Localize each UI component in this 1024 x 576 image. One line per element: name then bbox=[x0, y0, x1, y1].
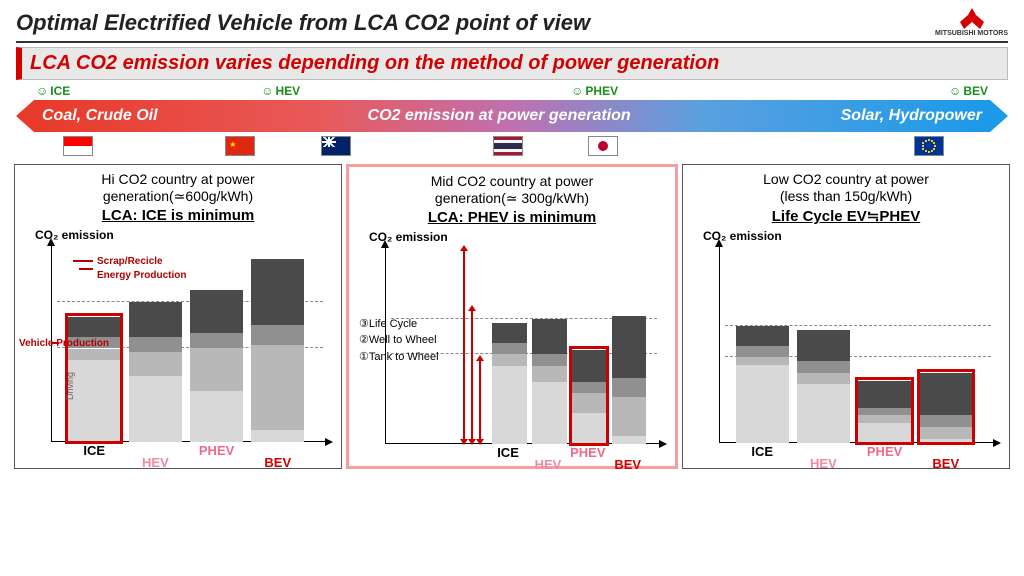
annotation: Scrap/Recicle bbox=[97, 256, 163, 267]
highlight-box bbox=[917, 369, 976, 445]
panel-title: Hi CO2 country at powergeneration(≃600g/… bbox=[21, 171, 335, 205]
spectrum-label-phev: PHEV bbox=[571, 84, 618, 98]
title-underline bbox=[16, 41, 1008, 43]
x-label-hev: HEV bbox=[810, 456, 837, 471]
chart-area: ICEHEVPHEVBEVVehicle ProductionScrap/Rec… bbox=[21, 242, 335, 462]
arrow-right-text: Solar, Hydropower bbox=[841, 107, 982, 125]
arrow-body: Coal, Crude Oil CO2 emission at power ge… bbox=[34, 100, 990, 132]
y-axis-label: CO₂ emission bbox=[35, 228, 335, 242]
subtitle-bar: LCA CO2 emission varies depending on the… bbox=[16, 47, 1008, 80]
brand-logo: MITSUBISHI MOTORS bbox=[935, 8, 1008, 37]
annotation: Energy Production bbox=[97, 270, 186, 281]
x-label-bev: BEV bbox=[614, 457, 641, 472]
arrow-left-icon bbox=[16, 100, 34, 132]
panel-title: Mid CO2 country at powergeneration(≃ 300… bbox=[355, 173, 669, 207]
x-label-ice: ICE bbox=[751, 444, 773, 459]
spectrum-arrow: ICE HEV PHEV BEV Coal, Crude Oil CO2 emi… bbox=[16, 86, 1008, 132]
y-axis-label: CO₂ emission bbox=[703, 229, 1003, 243]
subtitle-text: LCA CO2 emission varies depending on the… bbox=[30, 52, 999, 75]
x-label-hev: HEV bbox=[535, 457, 562, 472]
panel-subtitle: Life Cycle EV≒PHEV bbox=[689, 207, 1003, 225]
mid-legend: ③Life Cycle②Well to Wheel①Tank to Wheel bbox=[359, 316, 439, 366]
flag-japan bbox=[588, 136, 618, 156]
arrow-left-text: Coal, Crude Oil bbox=[42, 107, 158, 125]
x-label-phev: PHEV bbox=[867, 444, 902, 459]
x-label-bev: BEV bbox=[932, 456, 959, 471]
flags-row: ★ bbox=[34, 136, 990, 158]
chart-area: ICEHEVPHEVBEV bbox=[689, 243, 1003, 463]
x-label-ice: ICE bbox=[497, 445, 519, 460]
x-label-ice: ICE bbox=[83, 443, 105, 458]
panel-1: Mid CO2 country at powergeneration(≃ 300… bbox=[346, 164, 678, 469]
x-label-phev: PHEV bbox=[199, 443, 234, 458]
x-label-phev: PHEV bbox=[570, 445, 605, 460]
mitsubishi-diamonds-icon bbox=[958, 8, 986, 30]
panel-title: Low CO2 country at power(less than 150g/… bbox=[689, 171, 1003, 205]
panels-row: Hi CO2 country at powergeneration(≃600g/… bbox=[0, 164, 1024, 469]
spectrum-label-bev: BEV bbox=[949, 84, 988, 98]
flag-eu bbox=[914, 136, 944, 156]
spectrum-label-hev: HEV bbox=[261, 84, 300, 98]
page-title: Optimal Electrified Vehicle from LCA CO2… bbox=[16, 10, 935, 36]
annotation: Driving bbox=[65, 372, 75, 400]
x-label-bev: BEV bbox=[264, 455, 291, 470]
panel-subtitle: LCA: ICE is minimum bbox=[21, 207, 335, 224]
flag-australia bbox=[321, 136, 351, 156]
spectrum-top-labels: ICE HEV PHEV BEV bbox=[36, 84, 988, 98]
chart-area: ICEHEVPHEVBEV③Life Cycle②Well to Wheel①T… bbox=[355, 244, 669, 464]
panel-subtitle: LCA: PHEV is minimum bbox=[355, 209, 669, 226]
x-label-hev: HEV bbox=[142, 455, 169, 470]
highlight-box bbox=[569, 346, 609, 445]
spectrum-label-ice: ICE bbox=[36, 84, 70, 98]
y-axis-label: CO₂ emission bbox=[369, 230, 669, 244]
flag-china: ★ bbox=[225, 136, 255, 156]
highlight-box bbox=[855, 377, 914, 445]
panel-0: Hi CO2 country at powergeneration(≃600g/… bbox=[14, 164, 342, 469]
brand-text: MITSUBISHI MOTORS bbox=[935, 30, 1008, 37]
arrow-center-text: CO2 emission at power generation bbox=[368, 107, 631, 125]
flag-thailand bbox=[493, 136, 523, 156]
flag-indonesia bbox=[63, 136, 93, 156]
arrow-right-icon bbox=[990, 100, 1008, 132]
panel-2: Low CO2 country at power(less than 150g/… bbox=[682, 164, 1010, 469]
annotation: Vehicle Production bbox=[19, 338, 109, 349]
